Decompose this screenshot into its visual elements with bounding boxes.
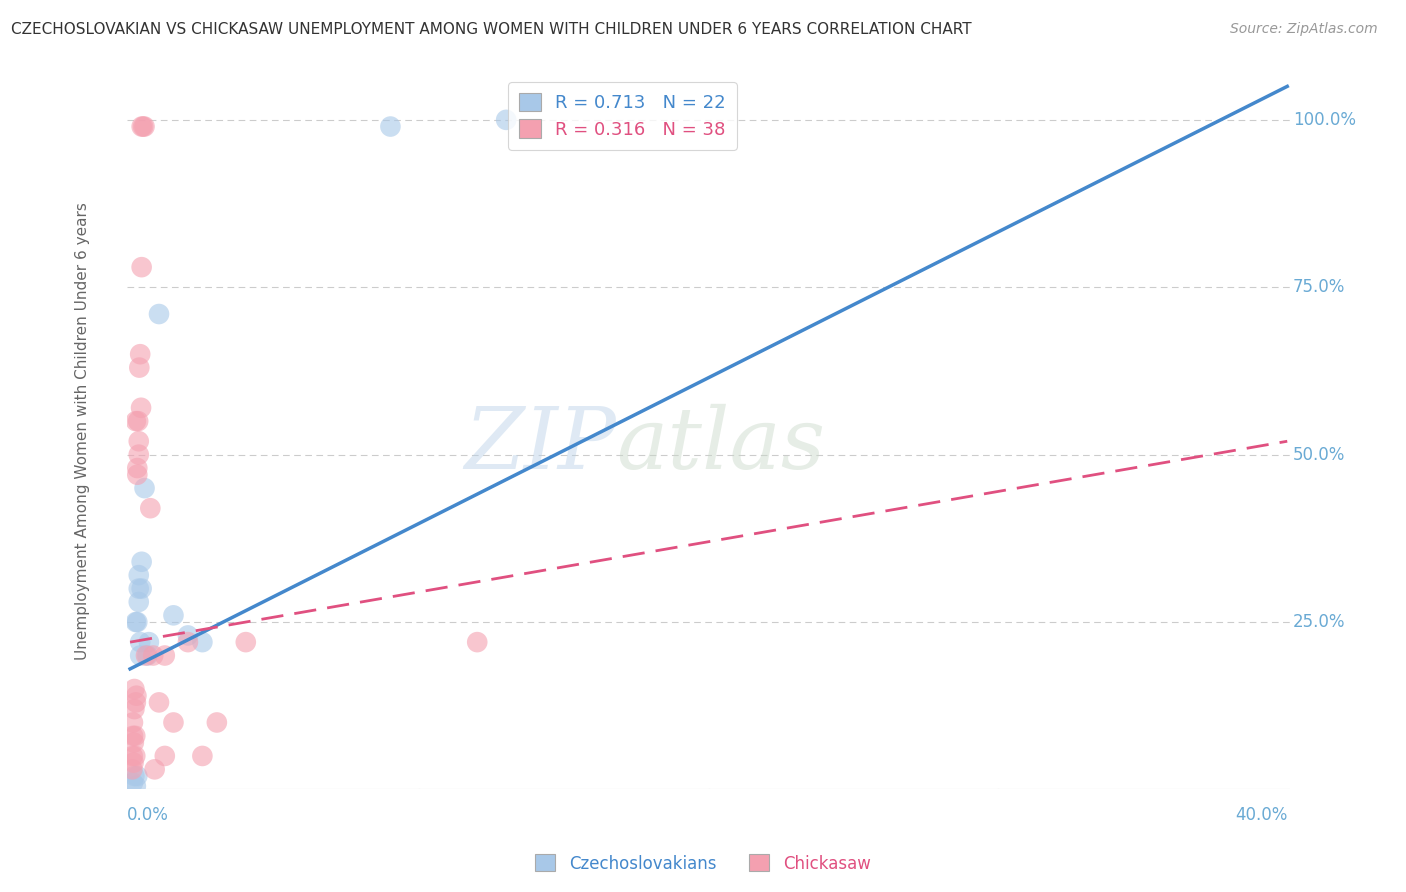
Point <box>205 715 228 730</box>
Point <box>148 307 170 321</box>
Text: atlas: atlas <box>616 404 825 487</box>
Point <box>131 120 153 134</box>
Point <box>380 120 402 134</box>
Point <box>122 776 145 790</box>
Point <box>142 648 165 663</box>
Point <box>134 481 156 495</box>
Point <box>128 568 150 582</box>
Text: 40.0%: 40.0% <box>1234 806 1288 824</box>
Point <box>135 648 157 663</box>
Text: 0.0%: 0.0% <box>127 806 169 824</box>
Point <box>125 615 148 629</box>
Point <box>131 260 153 275</box>
Point <box>127 769 149 783</box>
Point <box>127 467 149 482</box>
Point <box>162 715 184 730</box>
Point <box>138 635 160 649</box>
Point <box>124 681 146 696</box>
Point <box>143 762 166 776</box>
Point <box>122 729 145 743</box>
Point <box>129 401 152 415</box>
Point <box>128 434 150 449</box>
Point <box>191 635 214 649</box>
Legend: R = 0.713   N = 22, R = 0.316   N = 38: R = 0.713 N = 22, R = 0.316 N = 38 <box>509 82 737 150</box>
Point <box>128 360 150 375</box>
Text: CZECHOSLOVAKIAN VS CHICKASAW UNEMPLOYMENT AMONG WOMEN WITH CHILDREN UNDER 6 YEAR: CZECHOSLOVAKIAN VS CHICKASAW UNEMPLOYMEN… <box>11 22 972 37</box>
Point <box>129 648 152 663</box>
Point <box>132 120 155 134</box>
Point <box>125 414 148 428</box>
Point <box>122 756 145 770</box>
Point <box>177 635 200 649</box>
Point <box>153 648 176 663</box>
Point <box>131 555 153 569</box>
Point <box>134 120 156 134</box>
Point <box>124 748 146 763</box>
Point <box>129 635 152 649</box>
Point <box>122 715 145 730</box>
Text: 25.0%: 25.0% <box>1294 613 1346 631</box>
Point <box>131 582 153 596</box>
Point <box>125 689 148 703</box>
Point <box>495 112 517 127</box>
Point <box>124 729 146 743</box>
Point <box>121 748 143 763</box>
Point <box>122 735 145 749</box>
Point <box>128 595 150 609</box>
Point <box>139 501 162 516</box>
Point <box>125 695 148 709</box>
Point <box>127 414 149 428</box>
Point <box>127 461 149 475</box>
Point <box>235 635 257 649</box>
Point <box>129 347 152 361</box>
Point <box>191 748 214 763</box>
Point <box>125 779 148 793</box>
Text: 75.0%: 75.0% <box>1294 278 1346 296</box>
Text: Source: ZipAtlas.com: Source: ZipAtlas.com <box>1230 22 1378 37</box>
Text: Unemployment Among Women with Children Under 6 years: Unemployment Among Women with Children U… <box>76 202 90 660</box>
Text: 50.0%: 50.0% <box>1294 446 1346 464</box>
Point <box>136 648 159 663</box>
Point <box>121 762 143 776</box>
Point <box>124 702 146 716</box>
Point <box>177 628 200 642</box>
Point <box>128 582 150 596</box>
Point <box>128 448 150 462</box>
Point <box>124 769 146 783</box>
Point <box>153 748 176 763</box>
Text: ZIP: ZIP <box>464 404 616 487</box>
Point <box>162 608 184 623</box>
Legend: Czechoslovakians, Chickasaw: Czechoslovakians, Chickasaw <box>529 847 877 880</box>
Point <box>148 695 170 709</box>
Point <box>127 615 149 629</box>
Text: 100.0%: 100.0% <box>1294 111 1355 128</box>
Point <box>465 635 488 649</box>
